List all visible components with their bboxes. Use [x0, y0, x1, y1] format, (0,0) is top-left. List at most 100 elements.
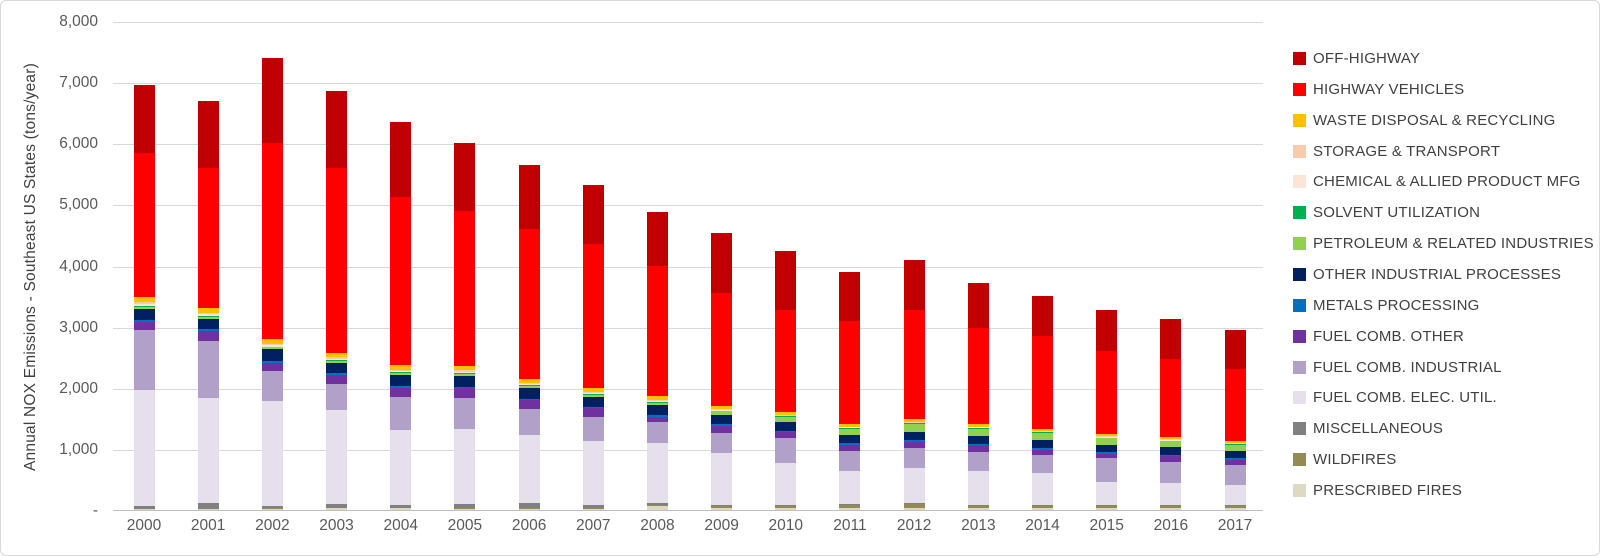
bar-segment-metals-processing — [1224, 458, 1246, 461]
bar-segment-off-highway — [133, 85, 155, 154]
bar-segment-off-highway — [711, 232, 733, 293]
bar-segment-solvent-utilization — [1032, 432, 1054, 434]
bar-segment-metals-processing — [775, 430, 797, 433]
bar-segment-fuel-comb-other — [1160, 456, 1182, 462]
bar-segment-fuel-comb-elec-util- — [454, 429, 476, 504]
bar-segment-chemical-allied-product-mfg — [1160, 439, 1182, 441]
bar-segment-solvent-utilization — [454, 372, 476, 374]
bar-segment-fuel-comb-industrial — [261, 371, 283, 402]
bar-segment-off-highway — [518, 164, 540, 229]
x-axis-label: 2015 — [1089, 517, 1124, 534]
bar-segment-highway-vehicles — [133, 153, 155, 298]
bar-2013 — [967, 283, 989, 510]
bar-segment-petroleum-related-industries — [582, 394, 604, 397]
bar-segment-other-industrial-processes — [646, 405, 668, 416]
y-tick-label: 7,000 — [59, 74, 98, 92]
bar-segment-fuel-comb-elec-util- — [646, 443, 668, 504]
y-tick-label: 6,000 — [59, 135, 98, 153]
bar-segment-waste-disposal-recycling — [518, 378, 540, 383]
bar-segment-miscellaneous — [646, 503, 668, 506]
bar-segment-highway-vehicles — [646, 265, 668, 397]
bar-segment-metals-processing — [133, 320, 155, 323]
bar-segment-petroleum-related-industries — [197, 316, 219, 319]
bar-segment-metals-processing — [967, 443, 989, 446]
x-axis-line — [113, 510, 1263, 511]
bar-segment-wildfires — [454, 508, 476, 509]
x-axis-label: 2017 — [1217, 517, 1253, 534]
bar-segment-waste-disposal-recycling — [133, 297, 155, 303]
x-axis-label: 2004 — [383, 517, 418, 534]
bar-segment-highway-vehicles — [1224, 368, 1246, 441]
bar-segment-storage-transport — [775, 414, 797, 416]
bar-segment-other-industrial-processes — [518, 387, 540, 399]
bar-segment-chemical-allied-product-mfg — [454, 371, 476, 373]
bar-segment-solvent-utilization — [133, 305, 155, 307]
bar-segment-fuel-comb-elec-util- — [1224, 484, 1246, 505]
legend-swatch — [1293, 237, 1306, 251]
bar-segment-petroleum-related-industries — [711, 411, 733, 416]
bar-segment-fuel-comb-elec-util- — [390, 430, 412, 505]
bar-segment-other-industrial-processes — [454, 375, 476, 387]
legend-label: FUEL COMB. ELEC. UTIL. — [1313, 389, 1497, 407]
bar-segment-fuel-comb-industrial — [646, 422, 668, 444]
bar-segment-petroleum-related-industries — [646, 402, 668, 406]
bar-segment-miscellaneous — [1224, 504, 1246, 506]
bar-segment-other-industrial-processes — [1160, 447, 1182, 455]
bar-segment-storage-transport — [711, 408, 733, 410]
bar-segment-petroleum-related-industries — [839, 428, 861, 435]
bar-segment-solvent-utilization — [582, 394, 604, 395]
legend-label: FUEL COMB. INDUSTRIAL — [1313, 358, 1502, 376]
bar-segment-fuel-comb-elec-util- — [903, 468, 925, 503]
bar-segment-prescribed-fires — [197, 509, 219, 510]
x-axis-label: 2016 — [1153, 517, 1189, 534]
bar-segment-petroleum-related-industries — [1096, 438, 1118, 445]
bar-segment-metals-processing — [1032, 447, 1054, 450]
bar-segment-prescribed-fires — [775, 507, 797, 510]
plot-area — [113, 22, 1263, 511]
bar-segment-petroleum-related-industries — [1224, 445, 1246, 451]
x-axis-label: 2009 — [704, 517, 739, 534]
legend-label: PRESCRIBED FIRES — [1313, 481, 1463, 499]
bar-segment-solvent-utilization — [775, 416, 797, 418]
bar-segment-fuel-comb-industrial — [518, 408, 540, 436]
legend-label: FUEL COMB. OTHER — [1313, 327, 1464, 345]
bar-segment-solvent-utilization — [1096, 437, 1118, 439]
bar-segment-other-industrial-processes — [1032, 439, 1054, 448]
bar-segment-fuel-comb-other — [197, 330, 219, 341]
bar-2016 — [1160, 319, 1182, 510]
bar-segment-off-highway — [903, 259, 925, 311]
legend-item-miscellaneous: MISCELLANEOUS — [1293, 420, 1443, 437]
bar-segment-waste-disposal-recycling — [646, 396, 668, 401]
bar-segment-solvent-utilization — [518, 385, 540, 386]
bar-segment-wildfires — [197, 508, 219, 510]
bar-segment-metals-processing — [1160, 454, 1182, 457]
bar-segment-fuel-comb-industrial — [326, 383, 348, 411]
bar-segment-off-highway — [1224, 329, 1246, 369]
bar-segment-other-industrial-processes — [775, 422, 797, 431]
bar-segment-petroleum-related-industries — [390, 372, 412, 375]
bar-segment-prescribed-fires — [1224, 507, 1246, 510]
bar-2014 — [1032, 296, 1054, 510]
bar-segment-waste-disposal-recycling — [454, 366, 476, 371]
bar-segment-other-industrial-processes — [133, 308, 155, 321]
bar-segment-wildfires — [518, 508, 540, 509]
bar-segment-fuel-comb-industrial — [903, 448, 925, 469]
bar-segment-chemical-allied-product-mfg — [711, 409, 733, 411]
x-axis-label: 2014 — [1025, 517, 1060, 534]
legend-swatch — [1293, 298, 1306, 312]
bar-segment-fuel-comb-industrial — [967, 451, 989, 471]
bar-segment-chemical-allied-product-mfg — [646, 401, 668, 403]
bar-segment-metals-processing — [454, 386, 476, 389]
gridline — [113, 327, 1263, 329]
bar-segment-metals-processing — [903, 440, 925, 442]
bar-segment-fuel-comb-industrial — [1032, 454, 1054, 474]
bar-segment-waste-disposal-recycling — [839, 423, 861, 427]
bar-segment-petroleum-related-industries — [1032, 433, 1054, 440]
gridline — [113, 449, 1263, 451]
bar-segment-metals-processing — [326, 373, 348, 375]
bar-segment-prescribed-fires — [1160, 507, 1182, 510]
legend-swatch — [1293, 113, 1306, 127]
bar-segment-petroleum-related-industries — [261, 347, 283, 350]
bar-segment-prescribed-fires — [454, 508, 476, 510]
